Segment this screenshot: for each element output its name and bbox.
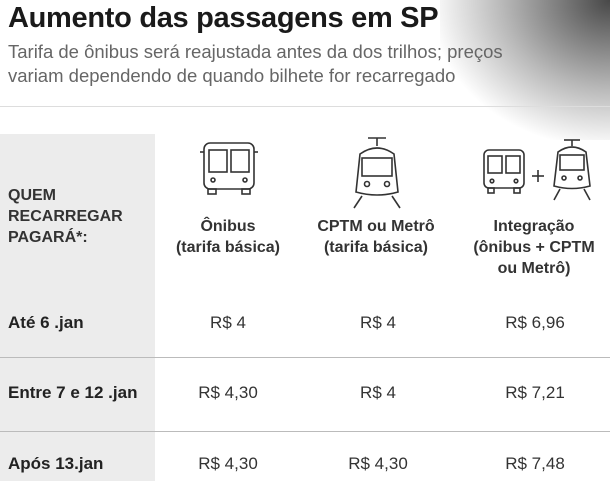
- integration-icon: [483, 139, 591, 201]
- price-cell: R$ 4: [360, 313, 396, 332]
- price-cell: R$ 4,30: [198, 454, 258, 473]
- price-cell: R$ 4,30: [348, 454, 408, 473]
- header-line: PAGARÁ*:: [8, 229, 88, 246]
- price-cell: R$ 6,96: [505, 313, 565, 332]
- price-cell: R$ 4,30: [198, 383, 258, 402]
- header-line: (tarifa básica): [175, 239, 281, 256]
- column-header: QUEM RECARREGAR PAGARÁ*:: [8, 185, 123, 248]
- header-line: Integração: [493, 218, 575, 235]
- corner-shadow: [440, 0, 610, 140]
- subtitle: Tarifa de ônibus será reajustada antes d…: [8, 40, 503, 88]
- column-header: Ônibus (tarifa básica): [158, 216, 298, 258]
- header-line: (tarifa básica): [323, 239, 429, 256]
- title: Aumento das passagens em SP: [8, 2, 439, 34]
- divider: [0, 106, 610, 107]
- price-cell: R$ 7,48: [505, 454, 565, 473]
- row-divider: [0, 357, 610, 358]
- header-line: QUEM: [8, 187, 56, 204]
- subtitle-line: Tarifa de ônibus será reajustada antes d…: [8, 41, 503, 62]
- row-label: Após 13.jan: [8, 454, 104, 473]
- price-cell: R$ 4: [360, 383, 396, 402]
- header-line: Ônibus: [200, 218, 256, 235]
- header-line: RECARREGAR: [8, 208, 123, 225]
- row-label: Entre 7 e 12 .jan: [8, 383, 138, 402]
- column-header: Integração (ônibus + CPTM ou Metrô): [458, 216, 610, 279]
- column-header: CPTM ou Metrô (tarifa básica): [306, 216, 446, 258]
- row-label: Até 6 .jan: [8, 313, 84, 332]
- header-line: CPTM ou Metrô: [317, 218, 435, 235]
- bus-icon: [200, 142, 258, 195]
- row-divider: [0, 431, 610, 432]
- subtitle-line: variam dependendo de quando bilhete for …: [8, 65, 456, 86]
- price-cell: R$ 7,21: [505, 383, 565, 402]
- label-column: [0, 134, 155, 481]
- price-cell: R$ 4: [210, 313, 246, 332]
- header-line: (ônibus + CPTM: [473, 239, 595, 256]
- header-line: ou Metrô): [497, 260, 571, 277]
- train-icon: [353, 137, 401, 209]
